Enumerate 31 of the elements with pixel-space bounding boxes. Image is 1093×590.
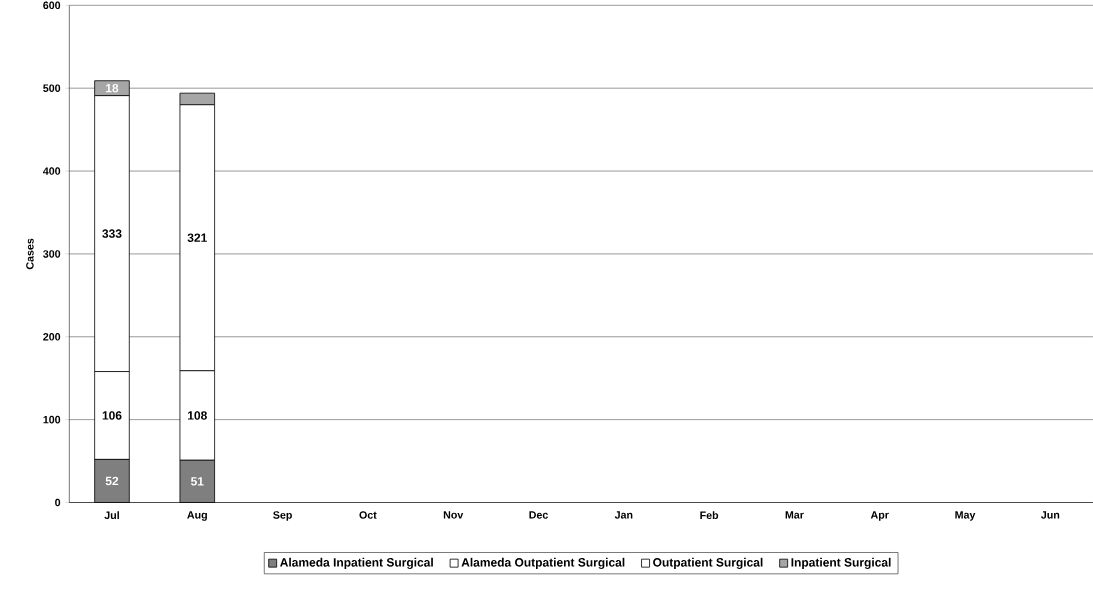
data-label: 108 bbox=[188, 411, 207, 420]
x-tick-label: Feb bbox=[700, 510, 719, 519]
y-tick-label: 600 bbox=[43, 1, 61, 9]
data-label: 106 bbox=[102, 411, 122, 420]
x-tick-label: Sep bbox=[273, 510, 292, 521]
y-tick-label: 300 bbox=[43, 249, 61, 258]
y-tick-label: 400 bbox=[42, 167, 61, 175]
x-tick-label: Apr bbox=[870, 510, 889, 521]
x-tick-label: Mar bbox=[785, 510, 804, 519]
x-tick-label: Nov bbox=[443, 510, 464, 519]
x-tick-label: Jun bbox=[1041, 510, 1060, 519]
x-tick-label: May bbox=[955, 510, 976, 521]
data-label: 52 bbox=[105, 476, 119, 485]
x-tick-label: Jan bbox=[614, 510, 633, 519]
legend-label: Alameda Outpatient Surgical bbox=[461, 557, 625, 569]
y-tick-label: 100 bbox=[43, 415, 61, 424]
data-label: 18 bbox=[106, 83, 119, 93]
x-tick-label: Jul bbox=[104, 510, 119, 519]
legend-label: Inpatient Surgical bbox=[791, 557, 891, 569]
x-tick-label: Aug bbox=[187, 510, 207, 521]
legend-label: Alameda Inpatient Surgical bbox=[280, 557, 433, 569]
y-tick-label: 500 bbox=[43, 84, 61, 92]
x-tick-label: Oct bbox=[359, 510, 377, 519]
data-label: 51 bbox=[190, 476, 204, 486]
y-tick-label: 0 bbox=[55, 498, 61, 507]
x-tick-label: Dec bbox=[529, 510, 548, 519]
y-axis-title: Cases bbox=[26, 238, 34, 269]
data-label: 333 bbox=[102, 229, 122, 238]
data-label: 321 bbox=[187, 233, 207, 242]
legend-label: Outpatient Surgical bbox=[653, 557, 763, 569]
y-tick-label: 200 bbox=[43, 332, 61, 341]
